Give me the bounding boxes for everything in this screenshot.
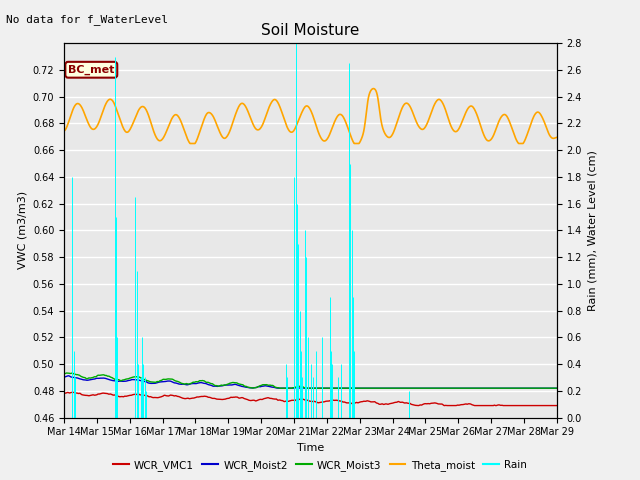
WCR_VMC1 (158, 394, 166, 399)
Y-axis label: Rain (mm), Water Level (cm): Rain (mm), Water Level (cm) (588, 150, 598, 311)
WCR_VMC1 (495, 402, 503, 408)
Line: Theta_moist: Theta_moist (64, 89, 557, 144)
WCR_Moist2 (553, 385, 561, 391)
Theta_moist (495, 119, 503, 124)
Theta_moist (387, 133, 395, 139)
WCR_Moist3 (387, 385, 395, 391)
WCR_Moist3 (553, 385, 561, 391)
WCR_VMC1 (225, 396, 233, 401)
Theta_moist (553, 134, 561, 140)
WCR_Moist3 (63, 370, 70, 376)
WCR_Moist2 (60, 374, 68, 380)
WCR_Moist2 (158, 379, 166, 384)
WCR_VMC1 (60, 391, 68, 396)
WCR_Moist2 (170, 380, 178, 385)
WCR_Moist2 (274, 385, 282, 391)
WCR_VMC1 (413, 403, 420, 408)
WCR_Moist2 (452, 385, 460, 391)
WCR_VMC1 (553, 403, 561, 408)
WCR_Moist3 (170, 377, 178, 383)
WCR_Moist3 (495, 385, 503, 391)
Line: WCR_Moist2: WCR_Moist2 (64, 376, 557, 388)
WCR_VMC1 (170, 393, 178, 399)
Title: Soil Moisture: Soil Moisture (261, 23, 360, 38)
WCR_VMC1 (452, 403, 460, 408)
Line: WCR_VMC1: WCR_VMC1 (64, 392, 557, 406)
Theta_moist (60, 128, 68, 134)
WCR_Moist3 (452, 385, 460, 391)
WCR_Moist3 (276, 385, 284, 391)
WCR_Moist3 (158, 377, 166, 383)
WCR_Moist3 (60, 371, 68, 376)
WCR_Moist2 (65, 373, 72, 379)
X-axis label: Time: Time (297, 443, 324, 453)
Theta_moist (186, 141, 194, 146)
WCR_VMC1 (387, 401, 394, 407)
Theta_moist (158, 137, 166, 143)
WCR_Moist2 (495, 385, 503, 391)
Theta_moist (225, 130, 233, 136)
Theta_moist (170, 113, 177, 119)
Theta_moist (370, 86, 378, 92)
Legend: WCR_VMC1, WCR_Moist2, WCR_Moist3, Theta_moist, Rain: WCR_VMC1, WCR_Moist2, WCR_Moist3, Theta_… (109, 456, 531, 475)
WCR_Moist2 (387, 385, 395, 391)
Theta_moist (452, 129, 460, 134)
Line: WCR_Moist3: WCR_Moist3 (64, 373, 557, 388)
Y-axis label: VWC (m3/m3): VWC (m3/m3) (17, 192, 27, 269)
WCR_Moist3 (225, 381, 233, 386)
Text: BC_met: BC_met (68, 65, 115, 75)
Text: No data for f_WaterLevel: No data for f_WaterLevel (6, 14, 168, 25)
WCR_VMC1 (70, 389, 77, 395)
WCR_Moist2 (225, 382, 233, 388)
